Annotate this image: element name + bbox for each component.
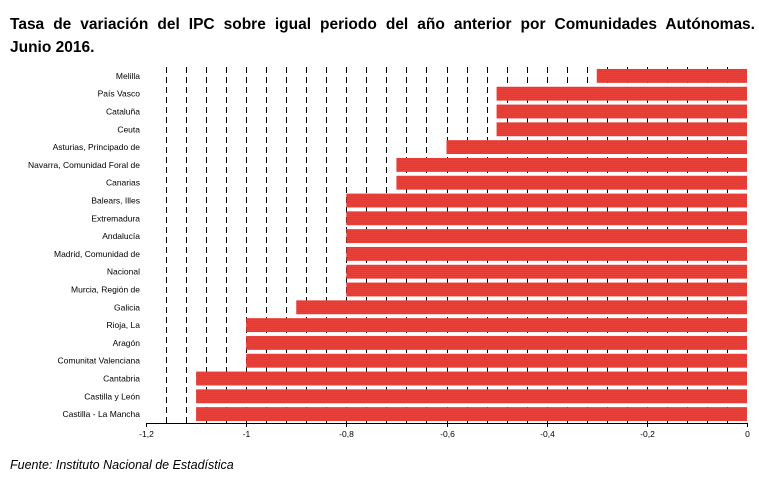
category-label: Galicia [114,302,140,312]
chart-title-line-1: Tasa de variación del IPC sobre igual pe… [10,16,755,33]
chart-title-line-2: Junio 2016. [10,39,95,56]
bar [196,407,748,422]
category-label: Cantabria [103,374,140,384]
category-label: Murcia, Región de [71,285,140,295]
gridlines [166,67,728,423]
category-label: Navarra, Comunidad Foral de [28,160,140,170]
category-label: País Vasco [98,89,141,99]
category-label: Andalucía [102,231,140,241]
bar [496,104,747,119]
category-label: Canarias [106,178,140,188]
category-label: Nacional [107,267,140,277]
x-axis: -1,2 -1 -0,8 -0,6 -0,4 -0,2 0 [139,423,750,439]
category-label: Melilla [116,71,140,81]
bar [296,300,747,315]
bar [246,318,747,333]
x-tick-label: -0,2 [640,429,655,439]
bar [346,264,747,279]
bar [596,68,747,83]
bars [196,68,748,422]
chart-title: Tasa de variación del IPC sobre igual pe… [10,13,755,59]
category-label: Castilla y León [84,391,140,401]
bar [346,193,747,208]
x-tick-label: -1 [243,429,251,439]
category-label: Comunitat Valenciana [57,356,140,366]
category-labels: Melilla País Vasco Cataluña Ceuta Asturias, … [28,71,140,419]
bar [346,282,747,297]
x-tick-label: -0,8 [339,429,354,439]
category-label: Aragón [113,338,141,348]
bar [346,229,747,244]
category-label: Balears, Illes [91,196,140,206]
category-label: Rioja, La [106,320,140,330]
bar [396,175,747,190]
category-label: Ceuta [117,124,140,134]
category-label: Cataluña [106,107,140,117]
bar [496,122,747,137]
x-tick-label: -1,2 [139,429,154,439]
bar [496,86,747,101]
bar [246,353,747,368]
category-label: Extremadura [91,213,140,223]
source-note: Fuente: Instituto Nacional de Estadístic… [10,458,234,472]
category-label: Castilla - La Mancha [63,409,141,419]
bar [396,157,747,172]
bar [196,371,748,386]
bar [246,335,747,350]
x-tick-label: 0 [745,429,750,439]
category-label: Madrid, Comunidad de [54,249,140,259]
x-tick-label: -0,6 [440,429,455,439]
category-label: Asturias, Principado de [53,142,141,152]
bar [346,246,747,261]
x-tick-label: -0,4 [540,429,555,439]
bar [346,211,747,226]
bar [446,140,747,155]
bar [196,389,748,404]
